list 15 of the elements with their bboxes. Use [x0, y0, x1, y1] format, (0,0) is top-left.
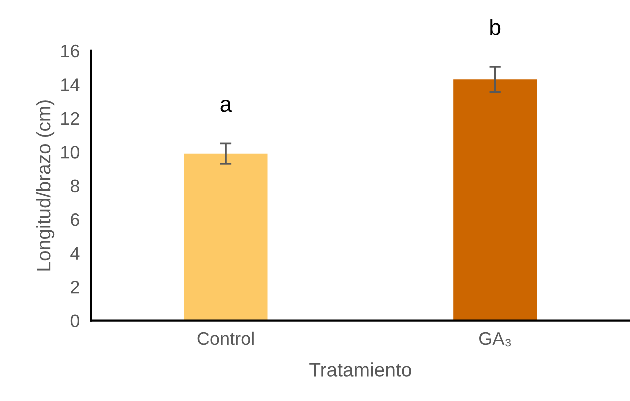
x-tick-label: GA₃ [480, 332, 512, 347]
y-tick-label: 14 [62, 78, 80, 92]
y-tick-label: 12 [62, 112, 80, 125]
y-tick-label: 6 [71, 214, 80, 226]
y-tick-label: 10 [62, 146, 80, 159]
y-tick-label: 4 [70, 247, 80, 260]
y-axis-title: Longitud/brazo (cm) [36, 100, 55, 271]
y-tick-label: 16 [62, 44, 80, 58]
x-axis-title: Tratamiento [310, 362, 412, 377]
text: b [490, 19, 501, 36]
annotation: a [220, 100, 232, 112]
y-tick-label: 8 [70, 180, 80, 193]
y-tick-label: 0 [70, 314, 80, 328]
y-tick-label: 2 [71, 281, 80, 294]
x-tick-label: Control [198, 332, 254, 346]
